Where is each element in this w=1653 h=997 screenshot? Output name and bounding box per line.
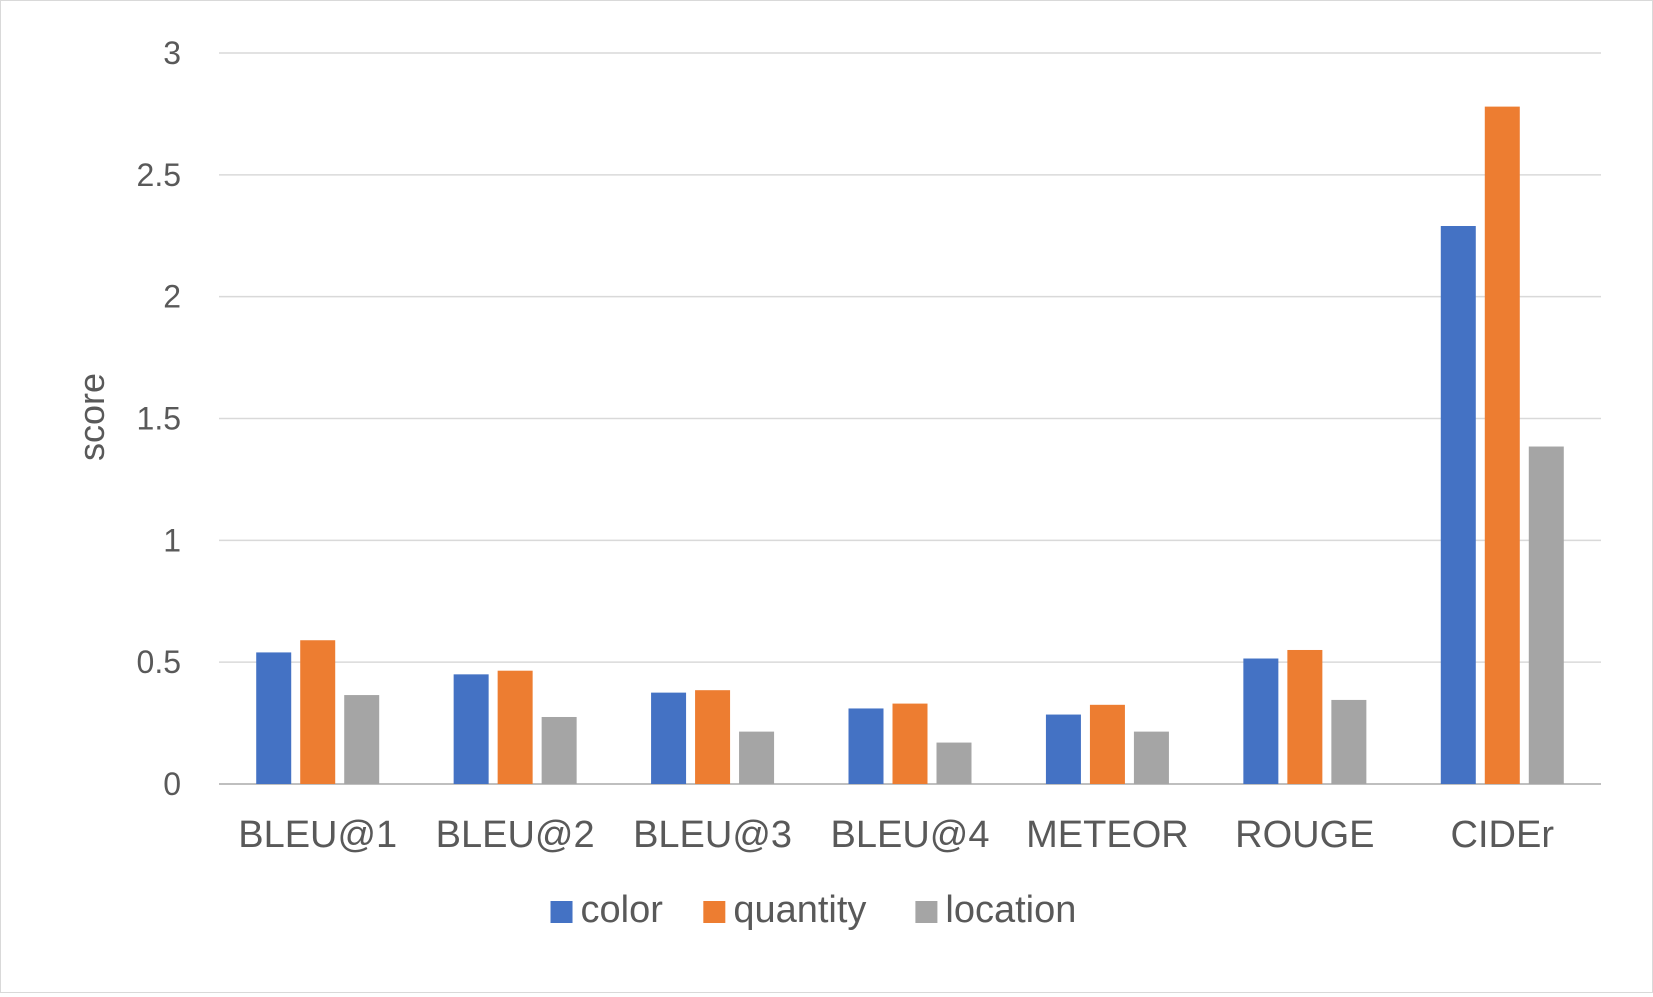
- bar-location: [739, 731, 775, 784]
- y-tick-label: 1.5: [137, 401, 181, 437]
- x-tick-label: BLEU@2: [436, 814, 595, 856]
- bar-location: [1133, 731, 1169, 784]
- y-tick-label: 2: [163, 279, 181, 315]
- bar-location: [541, 716, 577, 784]
- x-tick-label: BLEU@4: [831, 814, 990, 856]
- y-axis-ticks: 0 0.5 1 1.5 2 2.5 3: [137, 35, 181, 802]
- bar-quantity: [300, 640, 336, 784]
- bar-quantity: [1089, 704, 1125, 784]
- bar-location: [1528, 446, 1564, 784]
- bar-color: [1440, 226, 1476, 785]
- legend-swatch-location: [915, 901, 938, 923]
- x-tick-label: METEOR: [1026, 814, 1189, 856]
- bar-quantity: [497, 670, 533, 784]
- legend-swatch-quantity: [703, 901, 726, 923]
- x-axis-ticks: BLEU@1 BLEU@2 BLEU@3 BLEU@4 METEOR ROUGE CIDEr: [238, 814, 1554, 856]
- y-tick-label: 1: [163, 522, 181, 558]
- bar-location: [936, 742, 972, 784]
- bar-location: [1331, 699, 1367, 784]
- bar-location: [344, 695, 380, 784]
- legend-swatch-color: [550, 901, 573, 923]
- legend: color quantity location: [550, 889, 1076, 931]
- legend-label-color: color: [581, 889, 664, 931]
- bar-quantity: [1484, 106, 1520, 784]
- bar-color: [848, 708, 884, 784]
- bar-quantity: [695, 690, 731, 784]
- bar-color: [651, 692, 687, 784]
- legend-label-location: location: [945, 889, 1076, 931]
- legend-item-quantity: quantity: [703, 889, 866, 931]
- bar-color: [256, 652, 292, 784]
- legend-item-location: location: [915, 889, 1076, 931]
- bars: [256, 106, 1564, 785]
- x-tick-label: BLEU@1: [238, 814, 397, 856]
- y-axis-label: score: [71, 373, 112, 461]
- bar-quantity: [1287, 649, 1323, 784]
- x-tick-label: ROUGE: [1235, 814, 1374, 856]
- y-tick-label: 0.5: [137, 644, 181, 680]
- x-tick-label: CIDEr: [1451, 814, 1555, 856]
- y-tick-label: 0: [163, 766, 181, 802]
- bar-quantity: [892, 703, 928, 784]
- bar-color: [1045, 714, 1081, 784]
- bar-color: [1243, 658, 1279, 784]
- x-tick-label: BLEU@3: [633, 814, 792, 856]
- y-tick-label: 2.5: [137, 157, 181, 193]
- bar-color: [453, 674, 489, 784]
- legend-label-quantity: quantity: [733, 889, 866, 931]
- gridlines: [219, 52, 1601, 785]
- y-tick-label: 3: [163, 35, 181, 71]
- legend-item-color: color: [550, 889, 664, 931]
